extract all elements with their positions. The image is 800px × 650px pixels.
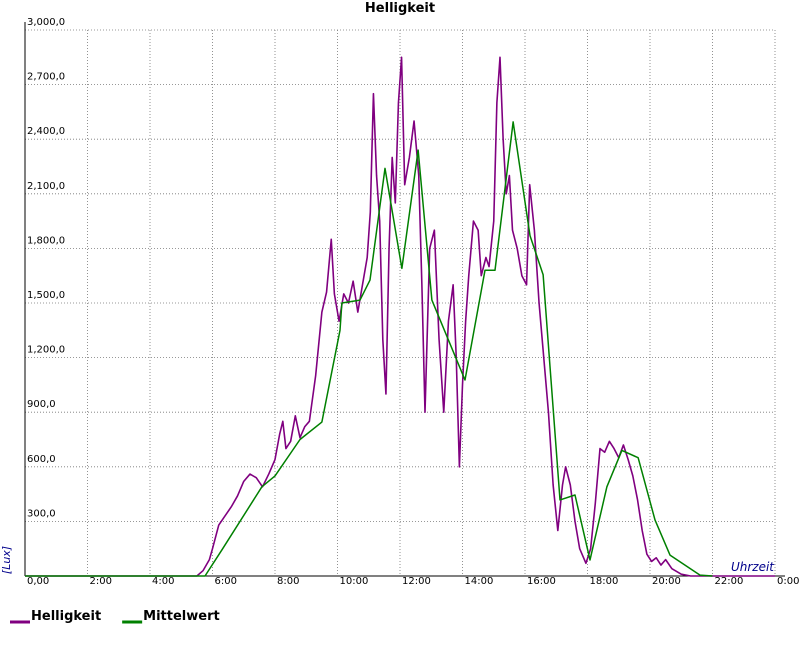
- x-tick-label: 6:00: [215, 576, 237, 587]
- x-tick-label: 22:00: [715, 576, 744, 587]
- y-tick-label: 900,0: [27, 399, 56, 410]
- x-tick-label: 8:00: [277, 576, 299, 587]
- data-line: [25, 56, 775, 577]
- x-tick-label: 18:00: [590, 576, 619, 587]
- chart-title: Helligkeit: [365, 1, 435, 16]
- y-tick-label: 2,700,0: [27, 72, 65, 83]
- y-tick-label: 600,0: [27, 454, 56, 465]
- x-tick-label: 20:00: [652, 576, 681, 587]
- x-axis-label: Uhrzeit: [731, 560, 775, 574]
- x-tick-label: 4:00: [152, 576, 174, 587]
- legend-label: Mittelwert: [143, 609, 220, 624]
- x-tick-label: 14:00: [465, 576, 494, 587]
- y-axis-label: [Lux]: [0, 546, 13, 574]
- x-tick-label: 12:00: [402, 576, 431, 587]
- data-line: [25, 121, 713, 577]
- y-tick-label: 1,800,0: [27, 235, 65, 246]
- y-tick-label: 3,000,0: [27, 17, 65, 28]
- x-tick-label: 0:00: [777, 576, 799, 587]
- x-tick-label: 2:00: [90, 576, 112, 587]
- x-tick-label: 16:00: [527, 576, 556, 587]
- y-tick-label: 2,100,0: [27, 181, 65, 192]
- y-tick-label: 300,0: [27, 508, 56, 519]
- y-tick-label: 1,200,0: [27, 345, 65, 356]
- x-tick-label: 10:00: [340, 576, 369, 587]
- y-tick-label: 2,400,0: [27, 126, 65, 137]
- y-tick-label: 1,500,0: [27, 290, 65, 301]
- x-tick-label: 0,00: [27, 576, 49, 587]
- legend-label: Helligkeit: [31, 609, 101, 624]
